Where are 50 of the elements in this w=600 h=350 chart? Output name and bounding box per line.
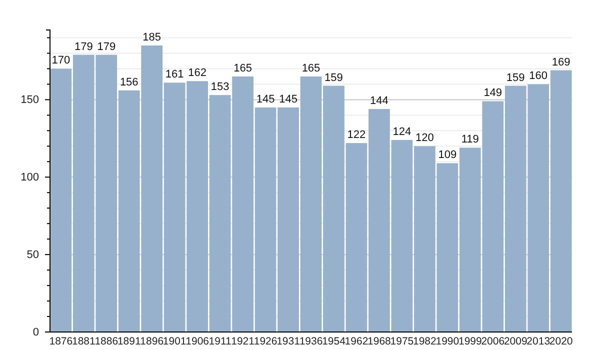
x-tick-label: 1931	[276, 335, 300, 348]
data-label: 149	[484, 87, 502, 100]
data-label: 153	[210, 81, 230, 94]
data-label: 122	[347, 129, 366, 142]
x-tick-label: 2009	[504, 335, 528, 348]
x-tick-label: 1876	[49, 335, 73, 348]
x-tick-label: 1906	[186, 335, 210, 348]
x-tick-label: 1886	[94, 335, 118, 348]
data-label: 119	[461, 134, 479, 146]
data-label: 179	[97, 40, 116, 53]
x-tick-label: 1901	[162, 335, 186, 348]
y-tick-label: 50	[26, 249, 39, 262]
data-label: 165	[302, 62, 320, 74]
data-label: 170	[52, 54, 70, 67]
data-label: 159	[324, 72, 343, 84]
x-tick-label: 2013	[526, 335, 550, 348]
data-label: 185	[142, 31, 162, 44]
x-tick-label: 1896	[140, 335, 164, 348]
data-label: 120	[415, 132, 434, 144]
x-tick-label: 1962	[344, 335, 368, 348]
data-label: 145	[279, 93, 298, 106]
data-label: 144	[370, 94, 388, 107]
x-tick-label: 1968	[368, 335, 392, 348]
data-label: 162	[188, 67, 207, 80]
data-label: 169	[552, 56, 570, 68]
x-tick-label: 1921	[231, 335, 255, 348]
data-label: 109	[438, 149, 457, 162]
y-tick-label: 100	[20, 172, 39, 184]
x-tick-label: 1911	[208, 335, 232, 348]
x-tick-label: 1891	[117, 335, 141, 348]
data-label: 145	[256, 93, 275, 106]
x-tick-label: 1936	[299, 335, 323, 348]
x-tick-label: 1999	[458, 335, 482, 348]
x-tick-label: 1954	[322, 335, 346, 348]
y-tick-label: 0	[32, 326, 39, 339]
x-tick-label: 1975	[390, 335, 414, 348]
data-label: 159	[506, 72, 525, 84]
data-label: 165	[234, 62, 252, 74]
data-label: 156	[120, 76, 138, 88]
x-tick-label: 1926	[254, 335, 278, 348]
x-tick-label: 1990	[436, 335, 460, 348]
data-label: 179	[74, 40, 93, 53]
x-tick-label: 1982	[412, 335, 437, 348]
x-tick-label: 2006	[481, 335, 505, 348]
data-label: 124	[392, 126, 412, 138]
x-tick-label: 1881	[72, 335, 96, 348]
y-tick-label: 150	[20, 94, 39, 106]
data-label: 160	[529, 70, 548, 82]
x-tick-label: 2020	[549, 335, 573, 348]
data-label: 161	[165, 68, 184, 81]
